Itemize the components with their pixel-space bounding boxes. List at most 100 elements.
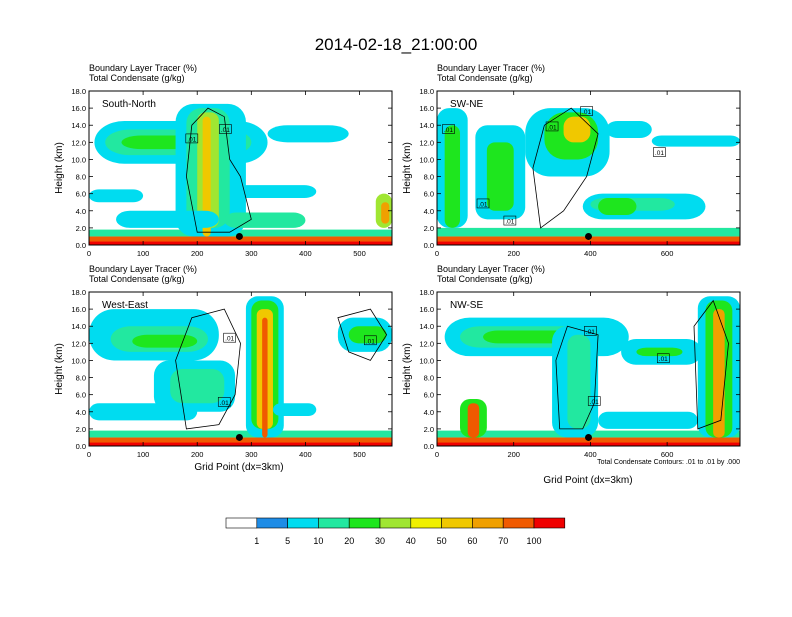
y-tick-label: 16.0 xyxy=(419,305,434,314)
contour-label-box xyxy=(545,121,559,132)
contour-label-box xyxy=(223,332,236,343)
tracer-region xyxy=(348,326,387,344)
colorbar-label: 40 xyxy=(406,536,416,546)
colorbar-swatch xyxy=(441,517,473,529)
contour-label: .01 xyxy=(366,338,375,345)
location-marker xyxy=(585,433,592,441)
x-tick-label: 0 xyxy=(435,249,439,258)
y-tick-label: 4.0 xyxy=(424,207,434,216)
tracer-region xyxy=(598,197,637,216)
colorbar-swatch xyxy=(256,517,288,529)
y-tick-label: 12.0 xyxy=(71,339,86,348)
contour-label: .01 xyxy=(582,109,591,116)
panel-4-xlabel: Grid Point (dx=3km) xyxy=(543,475,632,486)
y-tick-label: 14.0 xyxy=(71,322,86,331)
x-tick-label: 400 xyxy=(299,450,312,459)
contour-note: Total Condensate Contours: .01 to .01 by… xyxy=(597,459,740,466)
panel-1-field: .01 .01 xyxy=(89,91,392,245)
tracer-region xyxy=(636,347,683,357)
y-tick-label: 14.0 xyxy=(71,121,86,130)
panel-frame xyxy=(88,291,393,447)
contour-label: .01 xyxy=(479,201,488,208)
contour-label: .01 xyxy=(655,150,664,157)
y-tick-label: 2.0 xyxy=(424,224,434,233)
panel-3: .01 .01 .01 West-East 0.0 2.0 4.0 6.0 8.0 10.0 12.… xyxy=(71,288,393,459)
contour-label: .01 xyxy=(548,124,557,131)
colorbar-label: 20 xyxy=(344,536,354,546)
y-tick-label: 14.0 xyxy=(419,121,434,130)
colorbar-swatch xyxy=(225,517,258,529)
tracer-region xyxy=(567,334,591,429)
contour-label: .01 xyxy=(586,329,595,336)
y-tick-label: 8.0 xyxy=(76,173,86,182)
panel-2: .01 .01 .01 .01 .01 .01 SW-NE 0.0 2.0 4.0 6.0 8.0 10… xyxy=(419,87,741,258)
contour-label: .01 xyxy=(225,336,234,343)
panel-2-title: SW-NE xyxy=(450,99,483,110)
tracer-region xyxy=(651,135,740,147)
panel-4-title: NW-SE xyxy=(450,300,483,311)
panel-1-ylabel: Height (km) xyxy=(54,142,65,194)
y-tick-label: 4.0 xyxy=(424,408,434,417)
condensate-contour xyxy=(337,308,388,361)
panel-2-ylabel: Height (km) xyxy=(402,142,413,194)
colorbar-swatch xyxy=(533,517,566,529)
panel-4-header-line2: Total Condensate (g/kg) xyxy=(437,274,533,284)
colorbar-label: 70 xyxy=(498,536,508,546)
x-tick-label: 200 xyxy=(191,450,204,459)
y-tick-label: 4.0 xyxy=(76,408,86,417)
y-tick-label: 12.0 xyxy=(71,138,86,147)
x-tick-label: 100 xyxy=(137,450,150,459)
panel-3-header-line1: Boundary Layer Tracer (%) xyxy=(89,264,197,274)
colorbar-swatch xyxy=(410,517,442,529)
tracer-region xyxy=(437,442,740,446)
tracer-region xyxy=(483,330,572,344)
contour-label: .01 xyxy=(659,356,668,363)
y-tick-label: 16.0 xyxy=(71,305,86,314)
x-tick-label: 200 xyxy=(507,450,520,459)
colorbar-label: 1 xyxy=(254,536,259,546)
tracer-region xyxy=(89,442,392,446)
condensate-contour xyxy=(185,107,252,233)
condensate-contour xyxy=(532,107,599,229)
x-tick-label: 600 xyxy=(661,249,674,258)
colorbar-label: 10 xyxy=(313,536,323,546)
location-marker xyxy=(585,232,592,240)
panel-frame xyxy=(436,90,741,246)
tracer-region xyxy=(486,142,514,211)
panel-3-header-line2: Total Condensate (g/kg) xyxy=(89,274,185,284)
y-tick-label: 0.0 xyxy=(76,442,86,451)
tracer-region xyxy=(116,210,219,228)
panel-4-ylabel: Height (km) xyxy=(402,343,413,395)
tracer-region xyxy=(262,317,268,438)
contour-label: .01 xyxy=(220,400,229,407)
y-tick-label: 18.0 xyxy=(419,288,434,297)
tracer-region xyxy=(89,229,392,237)
tracer-region xyxy=(132,334,198,348)
panel-1: .01 .01 South-North 0.0 2.0 4.0 6.0 8.0 10.0 12.0… xyxy=(71,87,393,258)
colorbar-swatch xyxy=(287,517,319,529)
x-tick-label: 300 xyxy=(245,450,258,459)
tracer-region xyxy=(381,202,390,224)
y-tick-label: 16.0 xyxy=(419,104,434,113)
tracer-region xyxy=(89,241,392,245)
tracer-region xyxy=(467,403,480,438)
tracer-region xyxy=(235,185,317,198)
panel-1-header-line2: Total Condensate (g/kg) xyxy=(89,73,185,83)
y-tick-label: 10.0 xyxy=(419,356,434,365)
x-tick-label: 500 xyxy=(353,249,366,258)
x-tick-label: 200 xyxy=(507,249,520,258)
panel-1-header-line1: Boundary Layer Tracer (%) xyxy=(89,63,197,73)
contour-label: .01 xyxy=(221,127,230,134)
x-tick-label: 400 xyxy=(299,249,312,258)
panel-3-title: West-East xyxy=(102,300,148,311)
colorbar-label: 100 xyxy=(526,536,541,546)
x-tick-label: 500 xyxy=(353,450,366,459)
y-tick-label: 10.0 xyxy=(419,155,434,164)
colorbar-label: 5 xyxy=(285,536,290,546)
contour-label-box xyxy=(364,335,377,346)
y-tick-label: 4.0 xyxy=(76,207,86,216)
x-tick-label: 100 xyxy=(137,249,150,258)
contour-label-box xyxy=(442,124,455,134)
tracer-region xyxy=(89,236,392,245)
